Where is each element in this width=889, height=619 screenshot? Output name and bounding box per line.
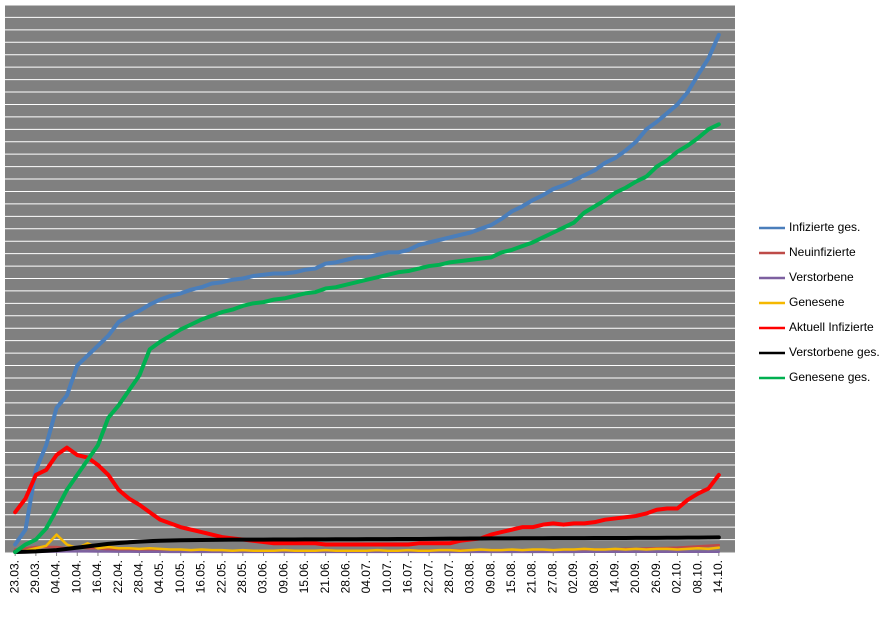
x-tick-label: 02.10. xyxy=(670,560,684,593)
x-tick-label: 08.10. xyxy=(690,560,704,593)
x-tick-label: 09.08. xyxy=(483,560,497,593)
x-tick-label: 08.09. xyxy=(587,560,601,593)
x-tick-label: 15.06. xyxy=(297,560,311,593)
x-tick-label: 23.03. xyxy=(7,560,21,593)
legend-label: Infizierte ges. xyxy=(789,220,860,234)
x-tick-label: 28.06. xyxy=(338,560,352,593)
x-tick-label: 16.07. xyxy=(401,560,415,593)
x-tick-label: 10.04. xyxy=(69,560,83,593)
x-tick-label: 09.06. xyxy=(276,560,290,593)
x-tick-label: 02.09. xyxy=(566,560,580,593)
x-tick-label: 14.09. xyxy=(608,560,622,593)
x-tick-label: 16.05. xyxy=(194,560,208,593)
x-tick-label: 29.03. xyxy=(28,560,42,593)
legend-label: Verstorbene ges. xyxy=(789,345,880,359)
x-tick-label: 15.08. xyxy=(504,560,518,593)
x-tick-label: 27.08. xyxy=(545,560,559,593)
x-tick-label: 28.07. xyxy=(442,560,456,593)
x-tick-label: 03.08. xyxy=(463,560,477,593)
x-tick-label: 22.07. xyxy=(421,560,435,593)
x-tick-label: 03.06. xyxy=(256,560,270,593)
x-tick-label: 04.07. xyxy=(359,560,373,593)
x-tick-label: 14.10. xyxy=(711,560,725,593)
series-line xyxy=(13,32,721,547)
x-tick-label: 04.05. xyxy=(152,560,166,593)
series-line xyxy=(13,445,721,547)
legend-label: Verstorbene xyxy=(789,270,854,284)
legend-label: Aktuell Infizierte xyxy=(789,320,874,334)
x-tick-label: 20.09. xyxy=(628,560,642,593)
x-tick-label: 10.07. xyxy=(380,560,394,593)
x-tick-label: 04.04. xyxy=(49,560,63,593)
series-line xyxy=(13,535,721,554)
series-line xyxy=(13,533,721,554)
x-tick-label: 22.04. xyxy=(111,560,125,593)
x-tick-label: 21.06. xyxy=(318,560,332,593)
x-tick-label: 26.09. xyxy=(649,560,663,593)
series-line xyxy=(13,122,721,554)
x-tick-label: 21.08. xyxy=(525,560,539,593)
legend-label: Genesene xyxy=(789,295,845,309)
x-tick-label: 28.05. xyxy=(235,560,249,593)
legend-label: Genesene ges. xyxy=(789,370,870,384)
x-tick-label: 28.04. xyxy=(132,560,146,593)
x-tick-label: 10.05. xyxy=(173,560,187,593)
legend-label: Neuinfizierte xyxy=(789,245,856,259)
x-tick-label: 16.04. xyxy=(90,560,104,593)
x-tick-label: 22.05. xyxy=(214,560,228,593)
